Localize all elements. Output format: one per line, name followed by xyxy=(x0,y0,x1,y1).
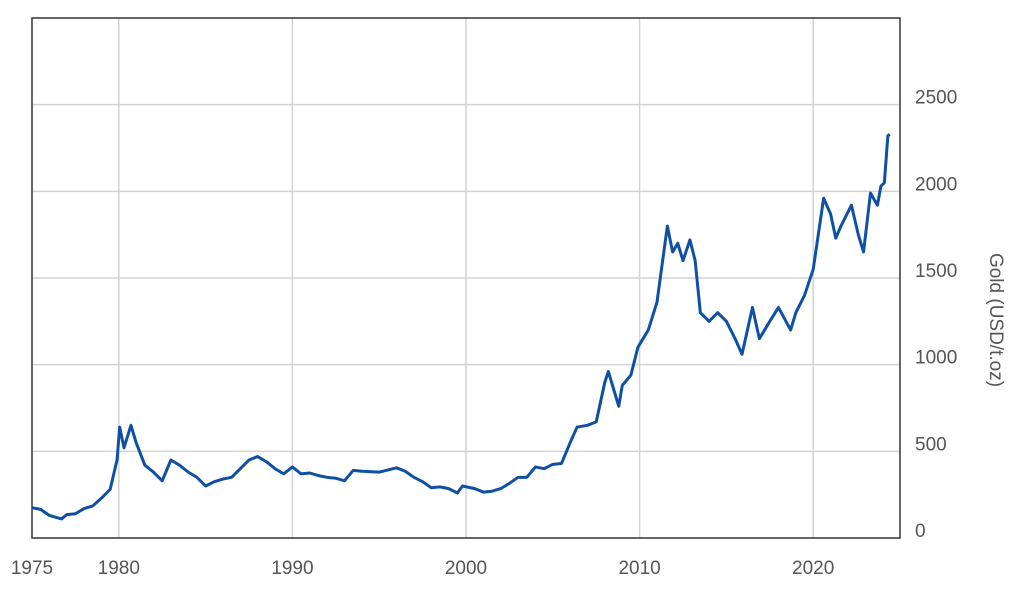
y-tick-label: 1500 xyxy=(915,261,957,282)
plot-frame xyxy=(31,17,901,539)
x-tick-label: 2020 xyxy=(792,558,834,579)
x-tick-label: 1980 xyxy=(98,558,140,579)
y-tick-label: 1000 xyxy=(915,348,957,369)
x-tick-label: 1975 xyxy=(11,558,53,579)
y-tick-label: 2500 xyxy=(915,88,957,109)
x-tick-label: 2000 xyxy=(445,558,487,579)
x-tick-label: 2010 xyxy=(618,558,660,579)
x-tick-label: 1990 xyxy=(271,558,313,579)
y-tick-label: 500 xyxy=(915,434,947,455)
y-tick-label: 2000 xyxy=(915,174,957,195)
y-tick-label: 0 xyxy=(915,521,926,542)
y-axis-label: Gold (USD/t.oz) xyxy=(985,253,1006,387)
price-line xyxy=(31,133,891,521)
